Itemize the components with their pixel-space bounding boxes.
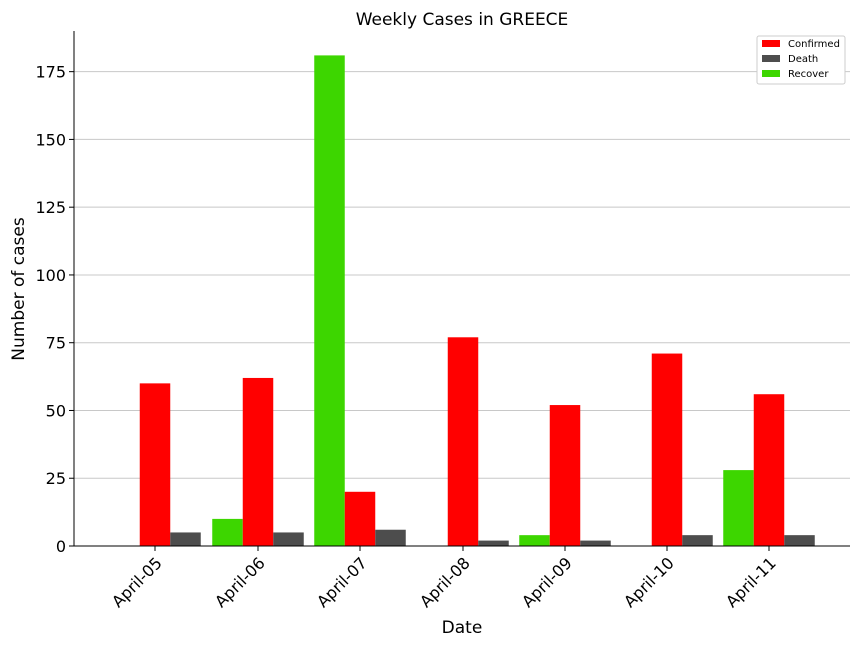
bar-death-april-08 [478,540,509,546]
bar-death-april-05 [170,532,201,546]
y-axis-title: Number of cases [9,217,29,361]
bar-death-april-11 [784,535,815,546]
x-tick-label: April-06 [211,553,269,611]
legend-swatch-death [762,55,780,62]
axes [73,31,850,547]
x-tick-label: April-07 [313,553,371,611]
legend: Confirmed Death Recover [756,35,846,85]
y-tick-label: 125 [35,198,66,217]
y-tick-label: 0 [56,537,66,556]
bars [139,55,815,546]
x-tick-label: April-09 [518,553,576,611]
bar-death-april-09 [580,540,611,546]
x-axis-title: Date [442,618,483,638]
bar-confirmed-april-09 [549,405,581,546]
bar-death-april-10 [682,535,713,546]
bar-confirmed-april-08 [447,337,479,546]
chart-title: Weekly Cases in GREECE [356,10,569,30]
bar-confirmed-april-06 [242,377,274,546]
legend-label-death: Death [788,54,818,65]
x-tick-label: April-08 [416,553,474,611]
bar-recover-april-11 [723,470,754,546]
bar-confirmed-april-07 [344,491,376,546]
bar-death-april-06 [273,532,304,546]
y-tick-label: 175 [35,63,66,82]
bar-recover-april-09 [519,535,550,546]
x-tick-label: April-05 [108,553,166,611]
bar-recover-april-06 [212,518,243,546]
bar-death-april-07 [375,529,406,546]
x-tick-label: April-10 [620,553,678,611]
legend-swatch-recover [762,70,780,77]
y-tick-label: 25 [46,469,66,488]
bar-confirmed-april-11 [753,394,785,546]
y-tick-label: 50 [46,401,66,420]
y-tick-label: 75 [46,334,66,353]
y-ticks: 0 25 50 75 100 125 150 175 [35,63,74,556]
y-tick-label: 150 [35,130,66,149]
bar-recover-april-07 [314,55,345,546]
bar-confirmed-april-05 [139,383,171,546]
legend-swatch-confirmed [762,40,780,47]
legend-label-confirmed: Confirmed [788,39,840,50]
x-ticks: April-05 April-06 April-07 April-08 April-09… [108,546,780,611]
legend-label-recover: Recover [788,69,829,80]
x-tick-label: April-11 [722,553,780,611]
bar-confirmed-april-10 [651,353,683,546]
y-tick-label: 100 [35,266,66,285]
